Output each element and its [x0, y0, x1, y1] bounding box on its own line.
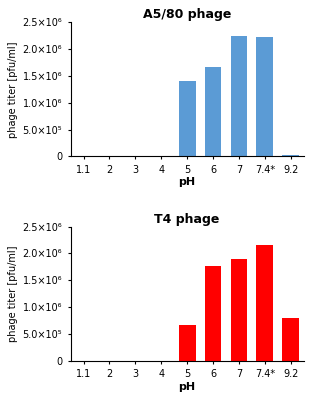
X-axis label: pH: pH [178, 382, 196, 392]
X-axis label: pH: pH [178, 178, 196, 188]
Bar [231, 259, 247, 360]
Title: T4 phage: T4 phage [154, 212, 220, 226]
Title: A5/80 phage: A5/80 phage [143, 8, 231, 21]
Y-axis label: phage titer [pfu/ml]: phage titer [pfu/ml] [8, 245, 18, 342]
Bar [179, 325, 196, 360]
Bar [282, 155, 299, 156]
Bar [205, 266, 222, 360]
Bar [282, 318, 299, 360]
Bar [205, 67, 222, 156]
Bar [256, 245, 273, 360]
Bar [179, 82, 196, 156]
Y-axis label: phage titer [pfu/ml]: phage titer [pfu/ml] [8, 41, 18, 138]
Bar [231, 36, 247, 156]
Bar [256, 38, 273, 156]
